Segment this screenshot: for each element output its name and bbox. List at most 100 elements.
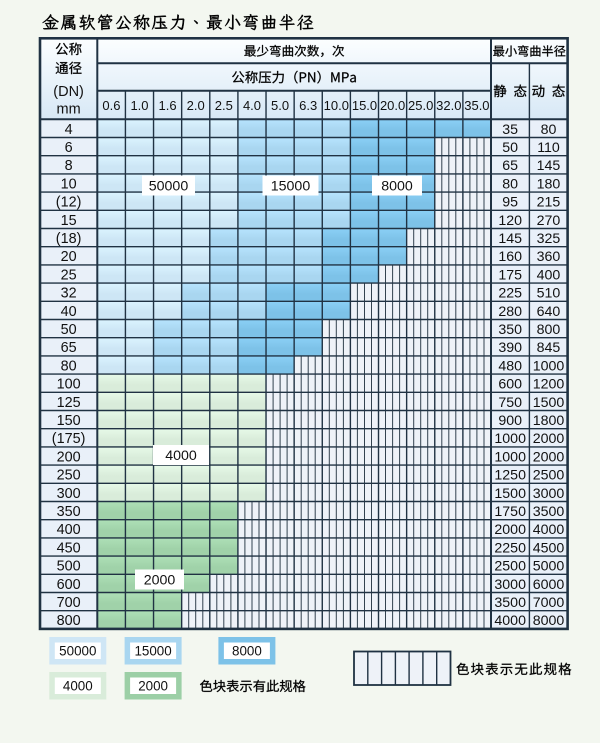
svg-text:270: 270 — [537, 213, 561, 229]
svg-text:8000: 8000 — [232, 644, 262, 659]
svg-text:600: 600 — [498, 377, 522, 393]
svg-text:25.0: 25.0 — [408, 98, 433, 113]
svg-text:50000: 50000 — [59, 644, 96, 659]
svg-text:450: 450 — [57, 540, 81, 556]
svg-text:350: 350 — [57, 504, 81, 520]
svg-text:10.0: 10.0 — [324, 98, 349, 113]
svg-text:2.0: 2.0 — [187, 98, 205, 113]
svg-text:3500: 3500 — [533, 504, 565, 520]
svg-text:65: 65 — [61, 340, 77, 356]
svg-text:4000: 4000 — [533, 522, 565, 538]
svg-text:15.0: 15.0 — [352, 98, 377, 113]
svg-text:1.6: 1.6 — [159, 98, 177, 113]
svg-text:2500: 2500 — [494, 559, 526, 575]
svg-text:32.0: 32.0 — [436, 98, 461, 113]
svg-text:65: 65 — [502, 158, 518, 174]
svg-text:50: 50 — [502, 140, 518, 156]
svg-text:1250: 1250 — [494, 468, 526, 484]
svg-text:8000: 8000 — [381, 179, 413, 195]
svg-text:80: 80 — [61, 358, 77, 374]
svg-text:(DN): (DN) — [53, 84, 84, 100]
svg-text:280: 280 — [498, 304, 522, 320]
svg-text:100: 100 — [57, 377, 81, 393]
svg-text:4000: 4000 — [63, 679, 93, 694]
svg-text:2000: 2000 — [494, 522, 526, 538]
svg-text:900: 900 — [498, 413, 522, 429]
svg-text:400: 400 — [57, 522, 81, 538]
svg-text:(12): (12) — [56, 195, 82, 211]
svg-text:325: 325 — [537, 231, 561, 247]
svg-text:1500: 1500 — [533, 395, 565, 411]
svg-text:10: 10 — [61, 176, 77, 192]
svg-text:2500: 2500 — [533, 468, 565, 484]
svg-text:32: 32 — [61, 286, 77, 302]
svg-text:145: 145 — [498, 231, 522, 247]
svg-text:5000: 5000 — [533, 559, 565, 575]
svg-text:150: 150 — [57, 413, 81, 429]
svg-text:1000: 1000 — [494, 449, 526, 465]
svg-text:1000: 1000 — [533, 358, 565, 374]
svg-text:845: 845 — [537, 340, 561, 356]
svg-text:7000: 7000 — [533, 595, 565, 611]
svg-text:800: 800 — [537, 322, 561, 338]
svg-text:175: 175 — [498, 267, 522, 283]
svg-text:3000: 3000 — [533, 486, 565, 502]
svg-text:4.0: 4.0 — [243, 98, 261, 113]
svg-text:2000: 2000 — [533, 449, 565, 465]
svg-text:350: 350 — [498, 322, 522, 338]
svg-text:2000: 2000 — [533, 431, 565, 447]
svg-text:200: 200 — [57, 449, 81, 465]
svg-text:400: 400 — [537, 267, 561, 283]
svg-text:1500: 1500 — [494, 486, 526, 502]
svg-text:750: 750 — [498, 395, 522, 411]
svg-text:125: 125 — [57, 395, 81, 411]
svg-text:(175): (175) — [52, 431, 86, 447]
svg-text:4: 4 — [65, 122, 73, 138]
svg-text:700: 700 — [57, 595, 81, 611]
svg-text:250: 250 — [57, 468, 81, 484]
svg-text:8000: 8000 — [533, 613, 565, 629]
svg-text:5.0: 5.0 — [271, 98, 289, 113]
svg-text:3000: 3000 — [494, 577, 526, 593]
svg-text:80: 80 — [541, 122, 557, 138]
svg-text:2250: 2250 — [494, 540, 526, 556]
svg-text:2.5: 2.5 — [215, 98, 233, 113]
svg-text:1200: 1200 — [533, 377, 565, 393]
svg-text:1750: 1750 — [494, 504, 526, 520]
svg-text:390: 390 — [498, 340, 522, 356]
svg-text:40: 40 — [61, 304, 77, 320]
svg-text:15000: 15000 — [134, 644, 171, 659]
svg-text:15: 15 — [61, 213, 77, 229]
svg-text:800: 800 — [57, 613, 81, 629]
svg-text:225: 225 — [498, 286, 522, 302]
svg-text:0.6: 0.6 — [102, 98, 120, 113]
svg-text:120: 120 — [498, 213, 522, 229]
svg-text:360: 360 — [537, 249, 561, 265]
svg-text:300: 300 — [57, 486, 81, 502]
svg-text:20.0: 20.0 — [380, 98, 405, 113]
svg-text:480: 480 — [498, 358, 522, 374]
svg-text:640: 640 — [537, 304, 561, 320]
svg-text:20: 20 — [61, 249, 77, 265]
svg-text:(18): (18) — [56, 231, 82, 247]
svg-text:160: 160 — [498, 249, 522, 265]
svg-text:4000: 4000 — [165, 448, 197, 464]
svg-text:500: 500 — [57, 559, 81, 575]
svg-text:2000: 2000 — [144, 573, 176, 589]
svg-text:1000: 1000 — [494, 431, 526, 447]
svg-text:mm: mm — [57, 102, 81, 118]
svg-text:215: 215 — [537, 195, 561, 211]
svg-text:4500: 4500 — [533, 540, 565, 556]
svg-text:6000: 6000 — [533, 577, 565, 593]
svg-text:510: 510 — [537, 286, 561, 302]
svg-text:600: 600 — [57, 577, 81, 593]
svg-text:95: 95 — [502, 195, 518, 211]
svg-text:3500: 3500 — [494, 595, 526, 611]
svg-text:6.3: 6.3 — [299, 98, 317, 113]
svg-text:50000: 50000 — [149, 179, 189, 195]
svg-text:8: 8 — [65, 158, 73, 174]
svg-text:6: 6 — [65, 140, 73, 156]
svg-text:4000: 4000 — [494, 613, 526, 629]
svg-text:35: 35 — [502, 122, 518, 138]
svg-text:110: 110 — [537, 140, 560, 156]
